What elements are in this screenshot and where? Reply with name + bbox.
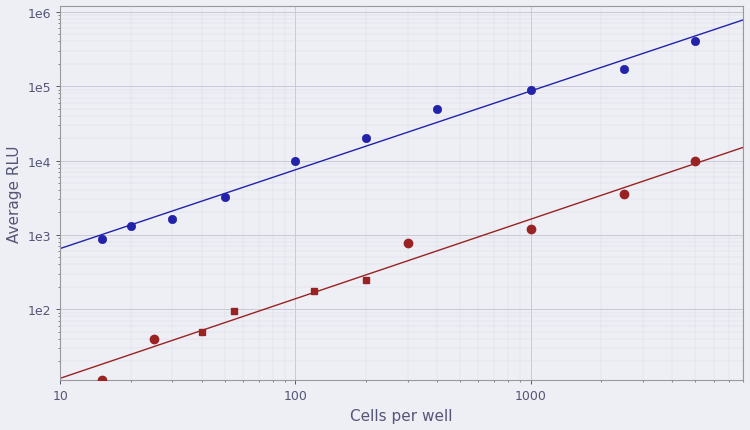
X-axis label: Cells per well: Cells per well: [350, 408, 453, 423]
Y-axis label: Average RLU: Average RLU: [7, 145, 22, 243]
